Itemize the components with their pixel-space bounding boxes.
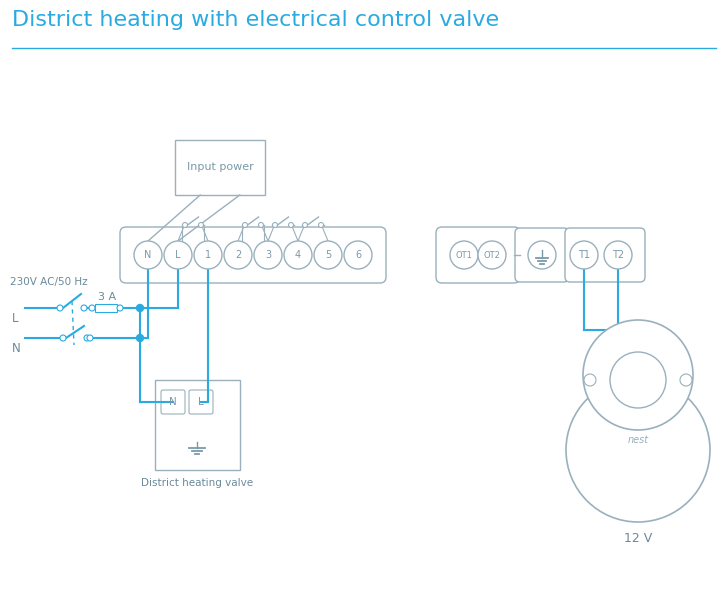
Text: N: N <box>169 397 177 407</box>
Circle shape <box>288 223 293 228</box>
Circle shape <box>314 241 342 269</box>
FancyBboxPatch shape <box>155 380 240 470</box>
Circle shape <box>583 320 693 430</box>
Circle shape <box>284 241 312 269</box>
Circle shape <box>450 241 478 269</box>
Circle shape <box>254 241 282 269</box>
Circle shape <box>224 241 252 269</box>
Circle shape <box>84 335 90 341</box>
Circle shape <box>528 241 556 269</box>
Text: T1: T1 <box>578 250 590 260</box>
Text: OT2: OT2 <box>483 251 500 260</box>
Text: nest: nest <box>625 353 652 366</box>
Circle shape <box>183 223 188 228</box>
FancyBboxPatch shape <box>120 227 386 283</box>
Text: Input power: Input power <box>186 163 253 172</box>
FancyBboxPatch shape <box>175 140 265 195</box>
Circle shape <box>87 335 93 341</box>
Circle shape <box>242 223 248 228</box>
Circle shape <box>604 241 632 269</box>
Circle shape <box>81 305 87 311</box>
Circle shape <box>272 223 277 228</box>
Text: 3: 3 <box>265 250 271 260</box>
Text: District heating with electrical control valve: District heating with electrical control… <box>12 10 499 30</box>
Text: nest: nest <box>628 435 649 445</box>
FancyBboxPatch shape <box>515 228 569 282</box>
Circle shape <box>117 305 123 311</box>
Circle shape <box>680 374 692 386</box>
Text: L: L <box>175 250 181 260</box>
Text: 5: 5 <box>325 250 331 260</box>
Text: District heating valve: District heating valve <box>141 478 253 488</box>
Text: L: L <box>12 312 18 325</box>
Circle shape <box>137 305 143 311</box>
Text: 3 A: 3 A <box>98 292 116 302</box>
Circle shape <box>303 223 307 228</box>
Text: OT1: OT1 <box>456 251 472 260</box>
Text: 1: 1 <box>205 250 211 260</box>
Text: 12 V: 12 V <box>624 532 652 545</box>
Circle shape <box>164 241 192 269</box>
Circle shape <box>194 241 222 269</box>
Circle shape <box>344 241 372 269</box>
Circle shape <box>584 374 596 386</box>
FancyBboxPatch shape <box>436 227 520 283</box>
Text: L: L <box>198 397 204 407</box>
Circle shape <box>258 223 264 228</box>
Circle shape <box>60 335 66 341</box>
Circle shape <box>199 223 204 228</box>
Circle shape <box>478 241 506 269</box>
Text: 4: 4 <box>295 250 301 260</box>
Text: T2: T2 <box>612 250 624 260</box>
Circle shape <box>134 241 162 269</box>
FancyBboxPatch shape <box>95 304 117 312</box>
Text: N: N <box>12 342 21 355</box>
Circle shape <box>57 305 63 311</box>
Text: 2: 2 <box>235 250 241 260</box>
Circle shape <box>566 378 710 522</box>
Circle shape <box>89 305 95 311</box>
Text: 230V AC/50 Hz: 230V AC/50 Hz <box>10 277 87 287</box>
FancyBboxPatch shape <box>189 390 213 414</box>
Text: N: N <box>144 250 151 260</box>
Circle shape <box>137 334 143 342</box>
FancyBboxPatch shape <box>161 390 185 414</box>
Circle shape <box>570 241 598 269</box>
FancyBboxPatch shape <box>565 228 645 282</box>
Circle shape <box>610 352 666 408</box>
Circle shape <box>319 223 323 228</box>
Text: 6: 6 <box>355 250 361 260</box>
